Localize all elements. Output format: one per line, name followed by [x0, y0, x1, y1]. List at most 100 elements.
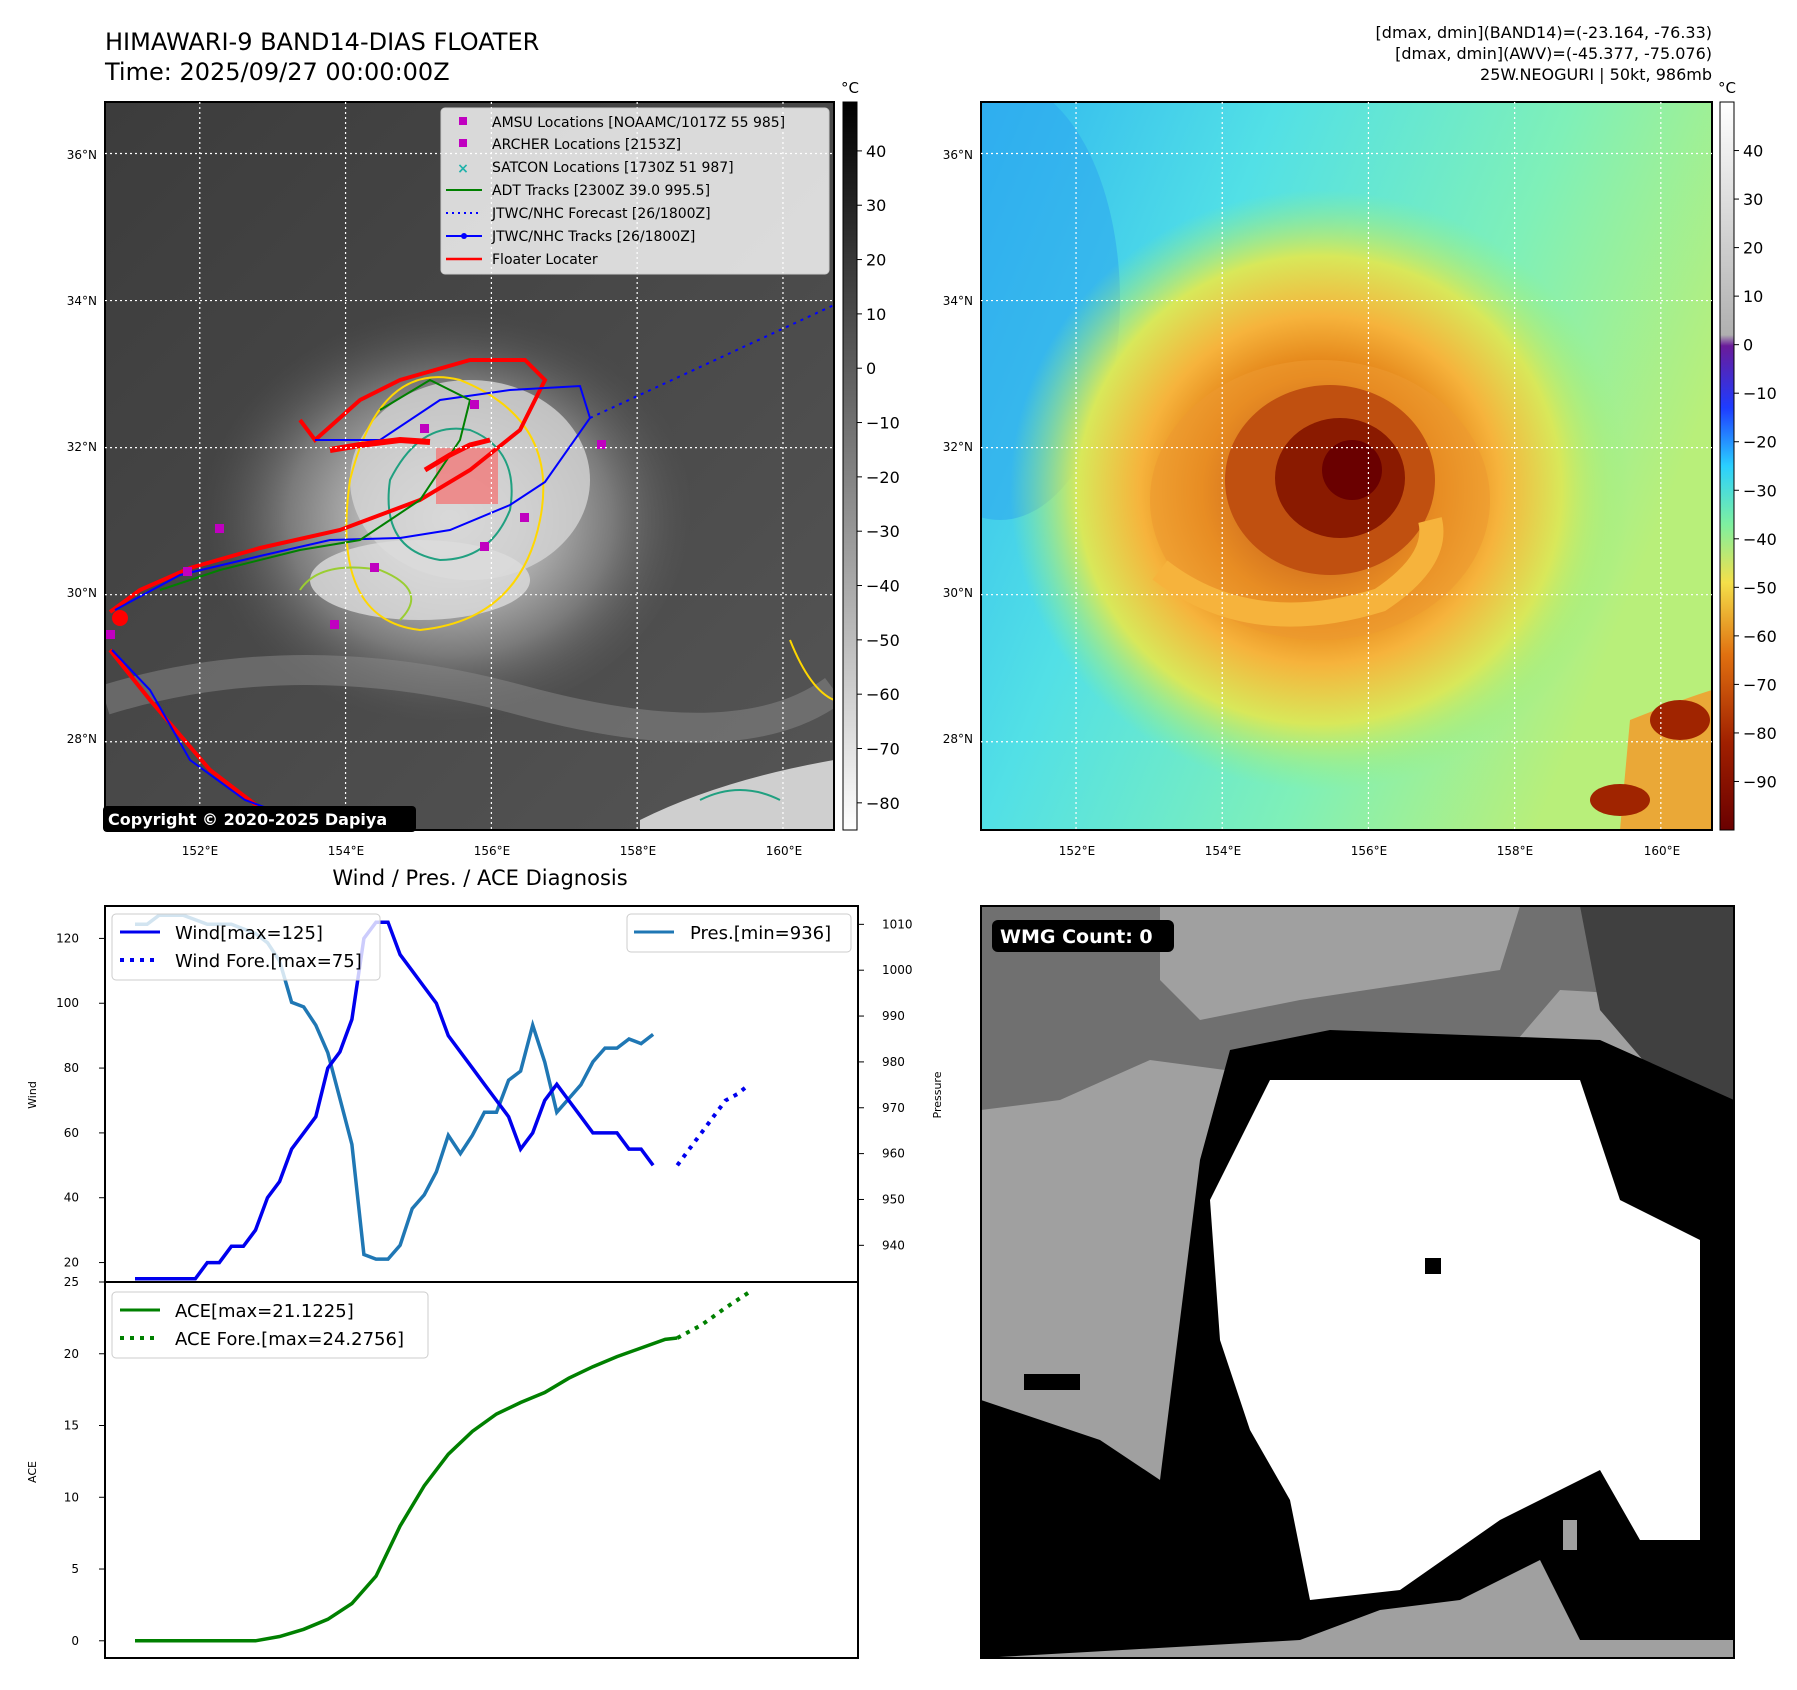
ace-axis-ticks: 0 5 10 15 20 25 [64, 1275, 105, 1648]
lon-label-160-right: 160°E [1644, 844, 1681, 858]
lon-label-158-right: 158°E [1497, 844, 1534, 858]
lat-label-30-right: 30°N [943, 586, 973, 600]
ace-tick-label: 0 [71, 1634, 79, 1648]
wind-tick-label: 120 [56, 931, 79, 945]
colorbar-tick-label: 10 [1743, 287, 1763, 306]
lon-label-154-right: 154°E [1205, 844, 1242, 858]
colorbar-tick-label: 10 [866, 305, 886, 324]
wind-line [135, 920, 655, 1281]
stats-awv: [dmax, dmin](AWV)=(-45.377, -75.076) [1395, 44, 1712, 63]
lat-label-32: 32°N [67, 440, 97, 454]
ace-legend-label: ACE[max=21.1225] [175, 1301, 354, 1322]
legend-adt: ADT Tracks [2300Z 39.0 995.5] [492, 183, 710, 199]
wmg-panel [981, 906, 1734, 1658]
wind-forecast-line [675, 1082, 751, 1167]
ace-tick-label: 25 [64, 1275, 79, 1289]
pressure-tick-label: 960 [882, 1147, 905, 1161]
colorbar-tick-label: −60 [1743, 627, 1777, 646]
wind-legend: Wind[max=125] Wind Fore.[max=75] [111, 913, 381, 981]
lat-label-36: 36°N [67, 148, 97, 162]
lon-label-160: 160°E [766, 844, 803, 858]
colorbar-gray-ticks: 40 30 20 10 0 −10 −20 −30 −40 −50 −60 −70 −80 [857, 142, 900, 813]
wind-legend-label: Wind[max=125] [175, 923, 323, 944]
colorbar-tick-label: −90 [1743, 772, 1777, 791]
pressure-tick-label: 940 [882, 1238, 905, 1252]
map-legend: AMSU Locations [NOAAMC/1017Z 55 985] ARC… [440, 107, 830, 275]
colorbar-tick-label: 0 [866, 359, 876, 378]
ace-tick-label: 15 [64, 1419, 79, 1433]
colorbar-tick-label: −50 [866, 631, 900, 650]
lat-label-28: 28°N [67, 732, 97, 746]
wmg-count-badge: WMG Count: 0 [992, 920, 1174, 952]
wind-fore-legend-label: Wind Fore.[max=75] [175, 951, 362, 972]
colorbar-gray: °C 40 30 20 10 0 −10 −20 −30 −40 −50 −60 −70 −80 [841, 79, 900, 831]
ace-tick-label: 5 [71, 1562, 79, 1576]
lon-label-154: 154°E [328, 844, 365, 858]
colorbar-gray-unit: °C [841, 79, 859, 97]
lat-label-36-right: 36°N [943, 148, 973, 162]
ace-tick-label: 20 [64, 1347, 79, 1361]
legend-archer: ARCHER Locations [2153Z] [492, 137, 681, 153]
ace-fore-legend-label: ACE Fore.[max=24.2756] [175, 1329, 404, 1350]
colorbar-tick-label: 20 [866, 251, 886, 270]
copyright-text: Copyright © 2020-2025 Dapiya [108, 810, 387, 829]
colorbar-tick-label: −70 [1743, 675, 1777, 694]
colorbar-tick-label: −60 [866, 685, 900, 704]
stats-band14: [dmax, dmin](BAND14)=(-23.164, -76.33) [1376, 23, 1712, 42]
colorbar-tick-label: −40 [866, 577, 900, 596]
colorbar-tick-label: 0 [1743, 336, 1753, 355]
ace-legend: ACE[max=21.1225] ACE Fore.[max=24.2756] [111, 1291, 429, 1359]
wmg-count-text: WMG Count: 0 [1000, 926, 1153, 948]
pressure-tick-label: 1000 [882, 963, 913, 977]
colorbar-tick-label: 40 [1743, 142, 1763, 161]
ace-forecast-line [676, 1290, 751, 1340]
colorbar-tick-label: −10 [1743, 384, 1777, 403]
map-color [981, 102, 1712, 830]
legend-amsu-marker [459, 117, 467, 125]
colorbar-tick-label: −20 [866, 468, 900, 487]
map-grayscale-lat-labels: 36°N 34°N 32°N 30°N 28°N [67, 148, 97, 746]
ace-axis-label: ACE [26, 1461, 39, 1483]
ace-series [135, 1290, 751, 1643]
diagnosis-title: Wind / Pres. / ACE Diagnosis [332, 866, 627, 890]
colorbar-tick-label: −10 [866, 414, 900, 433]
map-color-lon-labels: 152°E 154°E 156°E 158°E 160°E [1059, 844, 1681, 858]
wind-tick-label: 80 [64, 1061, 79, 1075]
pressure-tick-label: 1010 [882, 917, 913, 931]
colorbar-tick-label: −80 [866, 794, 900, 813]
lon-label-156-right: 156°E [1351, 844, 1388, 858]
legend-amsu: AMSU Locations [NOAAMC/1017Z 55 985] [492, 115, 785, 131]
colorbar-tick-label: 30 [1743, 190, 1763, 209]
colorbar-tick-label: −80 [1743, 724, 1777, 743]
pressure-legend: Pres.[min=936] [626, 913, 852, 953]
colorbar-tick-label: −30 [866, 522, 900, 541]
lat-label-28-right: 28°N [943, 732, 973, 746]
colorbar-tick-label: −30 [1743, 481, 1777, 500]
legend-forecast: JTWC/NHC Forecast [26/1800Z] [491, 206, 711, 222]
colorbar-tick-label: 40 [866, 142, 886, 161]
lat-label-34-right: 34°N [943, 294, 973, 308]
pressure-axis-ticks: 940 950 960 970 980 990 1000 1010 [858, 917, 913, 1252]
map-grayscale-frame [104, 101, 835, 831]
colorbar-color: °C 40 30 20 10 0 −10 −20 −30 −40 −50 −60 −70 −80 −90 [1718, 79, 1777, 831]
colorbar-color-ticks: 40 30 20 10 0 −10 −20 −30 −40 −50 −60 −70 −80 −90 [1734, 142, 1777, 791]
wind-axis-label: Wind [26, 1081, 39, 1109]
wind-pressure-chart: Wind Pressure 20 40 60 80 100 120 940 950 960 97… [26, 905, 944, 1283]
wind-tick-label: 60 [64, 1126, 79, 1140]
pressure-tick-label: 980 [882, 1055, 905, 1069]
lat-label-30: 30°N [67, 586, 97, 600]
colorbar-tick-label: −20 [1743, 433, 1777, 452]
ace-tick-label: 10 [64, 1490, 79, 1504]
colorbar-color-unit: °C [1718, 79, 1736, 97]
map-color-frame [980, 101, 1713, 831]
ace-line [135, 1336, 678, 1643]
legend-tracks-dot [461, 233, 467, 239]
wmg-panel-frame [980, 905, 1735, 1659]
wind-tick-label: 40 [64, 1191, 79, 1205]
wind-tick-label: 20 [64, 1256, 79, 1270]
wind-axis-ticks: 20 40 60 80 100 120 [56, 931, 105, 1270]
pressure-axis-label: Pressure [931, 1071, 944, 1118]
lat-label-32-right: 32°N [943, 440, 973, 454]
legend-satcon: SATCON Locations [1730Z 51 987] [492, 160, 734, 176]
